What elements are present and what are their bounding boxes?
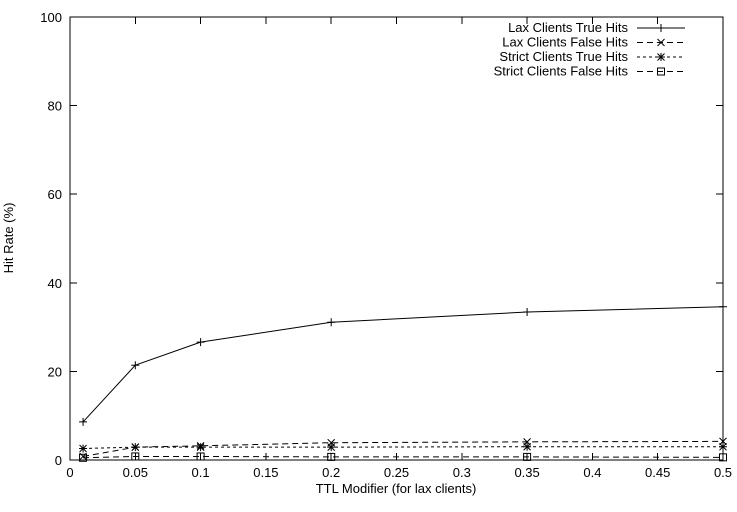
series-lax-clients-true-hits (79, 302, 727, 426)
data-point-marker-asterisk (523, 442, 531, 451)
data-point-marker-asterisk (79, 444, 87, 453)
plot-border (69, 16, 724, 461)
data-point-marker-asterisk (131, 443, 140, 452)
series-line-lax-clients-true-hits (82, 306, 724, 423)
legend-sample-marker-asterisk (657, 53, 665, 61)
y-tick-label: 20 (48, 364, 62, 379)
series-strict-clients-true-hits (79, 442, 727, 453)
legend-entry-lax-clients-false-hits: Lax Clients False Hits (502, 35, 685, 50)
x-tick-label: 0.35 (514, 465, 539, 480)
data-point-marker-plus (196, 338, 205, 347)
x-tick-label: 0.1 (192, 465, 210, 480)
data-point-marker-square (79, 453, 88, 462)
data-point-marker-asterisk (196, 443, 205, 452)
y-tick-label: 60 (48, 187, 62, 202)
series-line-lax-clients-false-hits (82, 440, 724, 457)
x-tick-label: 0.45 (645, 465, 670, 480)
data-point-marker-plus (719, 302, 727, 311)
y-axis-label: Hit Rate (%) (1, 203, 16, 274)
series-strict-clients-false-hits (79, 452, 727, 462)
y-tick-label: 100 (40, 10, 62, 25)
legend-entry-strict-clients-true-hits: Strict Clients True Hits (499, 49, 685, 64)
x-axis-label: TTL Modifier (for lax clients) (316, 481, 477, 496)
legend-label: Lax Clients False Hits (502, 35, 628, 50)
data-point-marker-plus (327, 318, 336, 327)
legend-label: Lax Clients True Hits (508, 20, 628, 35)
data-point-marker-square (196, 452, 205, 461)
data-point-marker-square (523, 452, 532, 461)
x-tick-label: 0.3 (453, 465, 471, 480)
legend-sample-marker-cross (657, 38, 665, 47)
data-point-marker-square (131, 452, 140, 461)
legend-label: Strict Clients True Hits (499, 49, 628, 64)
x-tick-label: 0.25 (384, 465, 409, 480)
data-point-marker-asterisk (327, 443, 336, 452)
y-tick-label: 40 (48, 276, 62, 291)
plot-area: 0 0.05 0.1 0.15 0.2 0.25 0.3 0.35 0.4 0.45 0.5 0 20 4… (40, 10, 732, 480)
x-tick-label: 0 (66, 465, 73, 480)
series-line-strict-clients-false-hits (83, 455, 724, 459)
legend-sample-marker-plus (657, 24, 665, 32)
data-point-marker-plus (79, 417, 88, 426)
x-tick-label: 0.2 (322, 465, 340, 480)
y-tick-label: 0 (55, 453, 62, 468)
x-tick-label: 0.4 (583, 465, 601, 480)
x-tick-label: 0.5 (714, 465, 732, 480)
series-line-strict-clients-true-hits (83, 446, 723, 449)
legend-entry-strict-clients-false-hits: Strict Clients False Hits (494, 64, 685, 79)
data-point-marker-plus (523, 308, 532, 317)
legend-entry-lax-clients-true-hits: Lax Clients True Hits (508, 20, 685, 35)
x-tick-label: 0.05 (123, 465, 148, 480)
legend-sample-marker-square (657, 67, 665, 76)
x-tick-label: 0.15 (253, 465, 278, 480)
y-tick-label: 80 (48, 99, 62, 114)
data-point-marker-plus (131, 361, 140, 370)
data-point-marker-square (719, 453, 727, 462)
data-point-marker-square (327, 452, 336, 461)
legend-label: Strict Clients False Hits (494, 64, 629, 79)
data-point-marker-asterisk (719, 442, 727, 451)
